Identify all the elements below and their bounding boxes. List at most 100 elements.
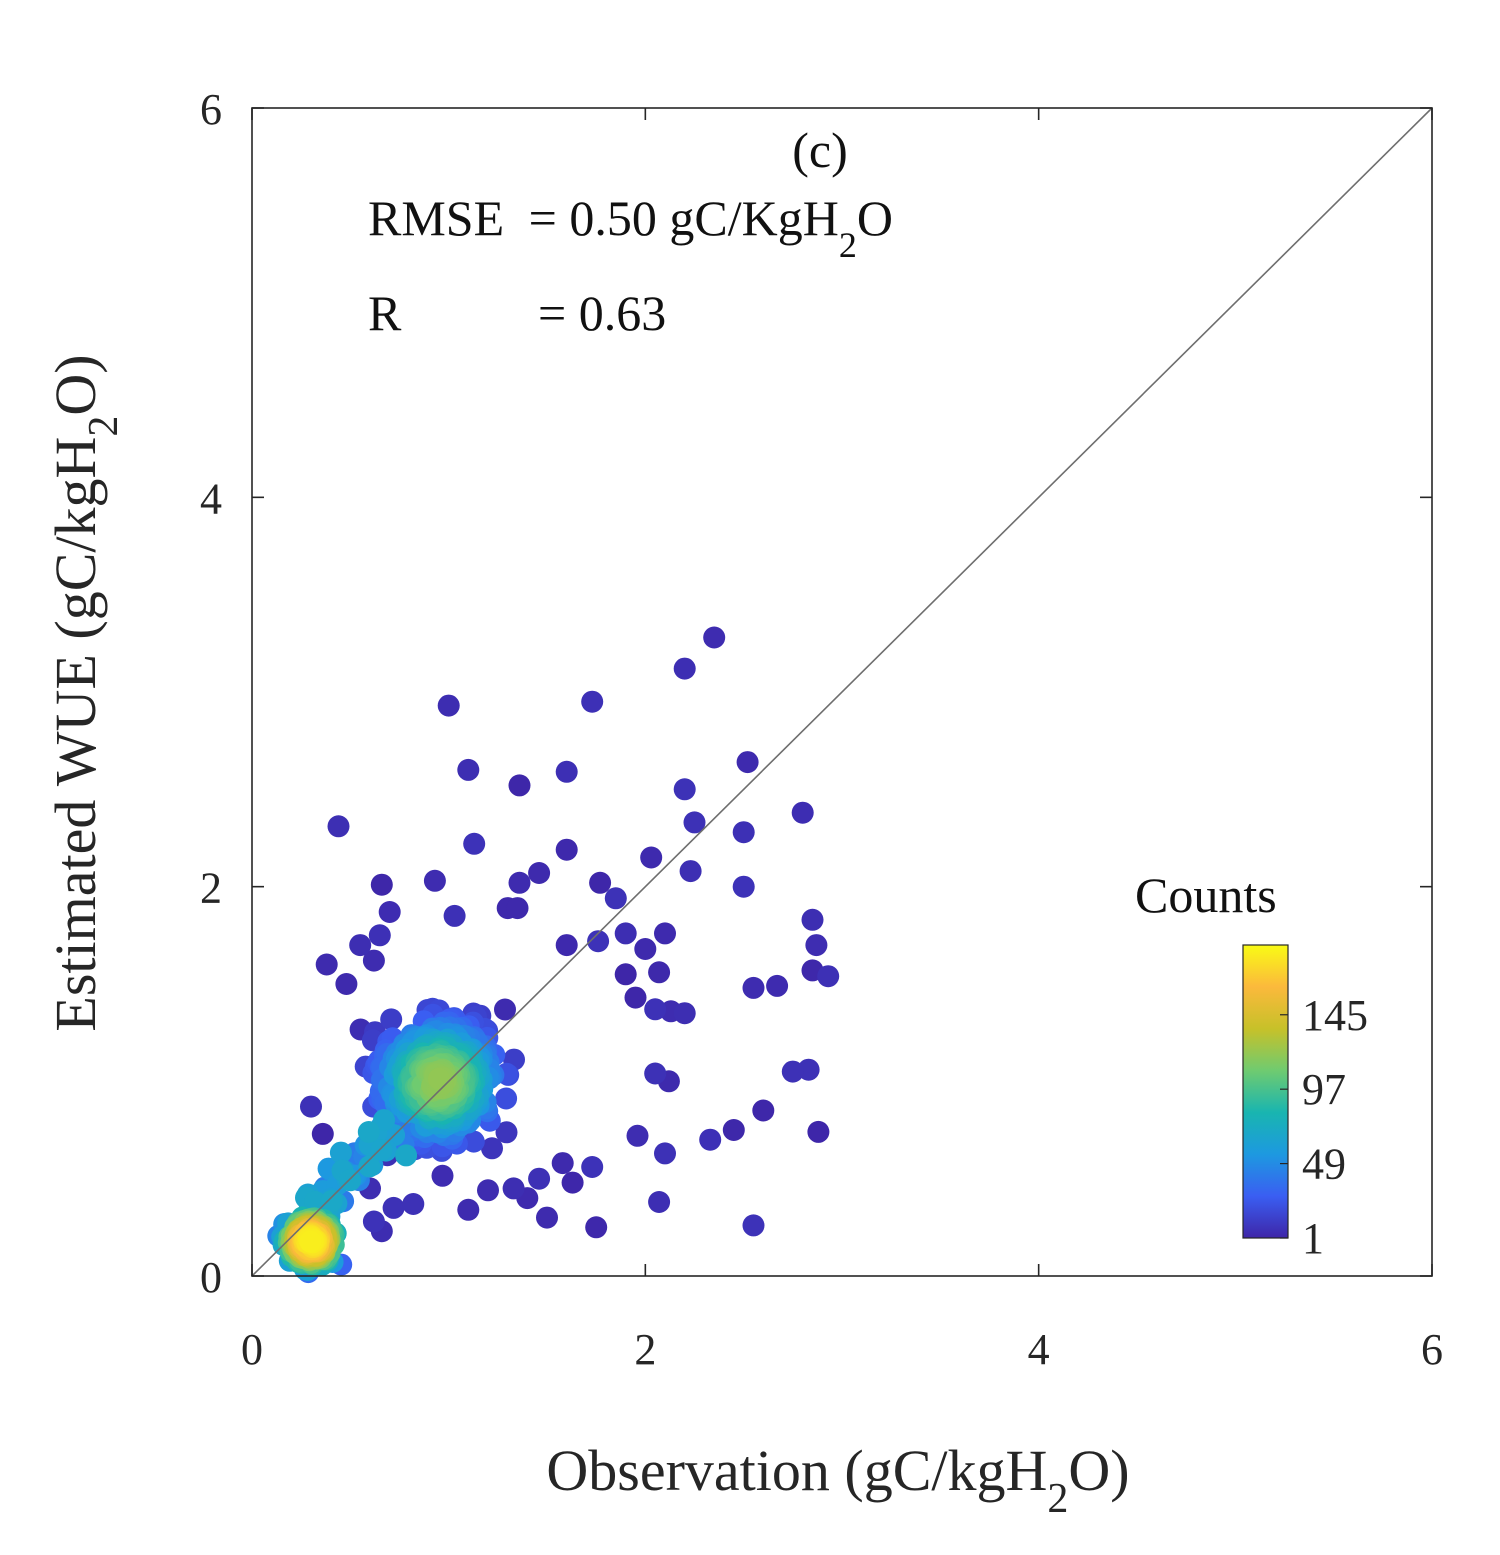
x-tick-label: 2 <box>634 1325 656 1374</box>
x-tick-label: 6 <box>1421 1325 1443 1374</box>
data-point <box>555 838 578 861</box>
data-point <box>395 1144 418 1167</box>
data-point <box>536 1206 558 1229</box>
data-point <box>699 1128 722 1151</box>
data-point <box>614 922 637 945</box>
y-tick-label: 6 <box>200 85 222 134</box>
x-axis-label: Observation (gC/kgH2O) <box>546 1438 1129 1522</box>
data-point <box>370 873 393 896</box>
data-point <box>742 1214 765 1237</box>
data-point <box>626 1124 649 1147</box>
data-point <box>494 998 516 1021</box>
data-point <box>634 938 657 960</box>
y-axis-label: Estimated WUE (gC/kgH2O) <box>43 354 127 1031</box>
rmse-label: RMSE <box>368 190 504 246</box>
r-value: = 0.63 <box>538 285 666 341</box>
colorbar-title: Counts <box>1135 867 1277 923</box>
axes-box <box>251 107 1433 1277</box>
x-axis-label-main: Observation (gC/kgH <box>546 1438 1047 1503</box>
data-point <box>508 774 531 797</box>
data-point <box>624 986 647 1009</box>
data-point <box>311 1122 334 1145</box>
data-point <box>339 1169 362 1192</box>
data-point <box>640 846 663 869</box>
data-point <box>357 1121 380 1143</box>
data-point <box>382 1196 405 1219</box>
panel-label: (c) <box>792 122 848 178</box>
data-point <box>502 1177 525 1200</box>
r-label: R <box>368 285 402 341</box>
x-tick-label: 4 <box>1028 1325 1050 1374</box>
data-point <box>781 1060 804 1083</box>
data-point <box>673 1002 696 1025</box>
data-point <box>477 1179 499 1202</box>
y-tick-label: 4 <box>200 474 222 523</box>
x-axis-label-sub: 2 <box>1047 1476 1068 1522</box>
data-point <box>327 815 350 838</box>
ticks-layer: 0 2 4 6 0 2 4 6 <box>200 85 1443 1374</box>
data-point <box>644 1062 667 1085</box>
colorbar-tick-label: 1 <box>1302 1214 1324 1263</box>
data-point <box>679 860 702 883</box>
data-point <box>462 1130 485 1153</box>
data-point <box>581 1156 604 1178</box>
data-point <box>368 924 391 947</box>
data-point <box>766 974 789 997</box>
data-point <box>437 694 460 717</box>
data-point <box>736 751 759 774</box>
y-axis-label-sub: 2 <box>81 416 127 437</box>
data-point <box>362 949 385 972</box>
y-axis-label-tail: O) <box>43 354 108 415</box>
data-point <box>481 1137 503 1160</box>
data-point <box>335 973 358 995</box>
data-point <box>585 1216 608 1239</box>
data-point <box>732 821 755 844</box>
data-point <box>378 901 401 923</box>
data-point <box>589 871 612 894</box>
one-to-one-line <box>251 107 1433 1277</box>
data-point <box>362 1210 385 1233</box>
data-point <box>654 1142 676 1165</box>
colorbar-tick-label: 145 <box>1302 991 1368 1040</box>
data-point <box>300 1095 322 1118</box>
data-point <box>587 930 610 953</box>
data-point <box>508 871 531 894</box>
data-point <box>528 862 551 884</box>
x-axis-label-tail: O) <box>1068 1438 1129 1503</box>
data-point <box>801 908 824 931</box>
colorbar-tick-label: 49 <box>1302 1140 1346 1189</box>
data-point <box>457 1198 480 1221</box>
data-point <box>431 1164 454 1187</box>
colorbar-tick-label: 97 <box>1302 1065 1346 1114</box>
data-point <box>722 1119 745 1141</box>
rmse-value: = 0.50 gC/KgH <box>529 190 839 246</box>
data-point <box>373 1109 395 1132</box>
data-point <box>732 875 755 898</box>
data-point <box>805 934 828 957</box>
rmse-subscript: 2 <box>839 225 857 265</box>
data-point <box>791 801 814 824</box>
data-point <box>561 1171 584 1194</box>
colorbar <box>1242 944 1289 1239</box>
data-point <box>495 1087 518 1110</box>
colorbar-ticks: 1 49 97 145 <box>1280 991 1368 1263</box>
data-point <box>673 657 696 680</box>
data-point <box>495 1121 518 1144</box>
y-axis-label-main: Estimated WUE (gC/kgH <box>43 437 108 1032</box>
y-tick-label: 0 <box>200 1253 222 1302</box>
data-point <box>604 887 627 910</box>
data-point <box>443 904 466 927</box>
data-point <box>703 626 726 649</box>
data-point <box>614 963 637 986</box>
data-point <box>817 965 840 988</box>
x-tick-label: 0 <box>241 1325 263 1374</box>
data-point <box>380 1008 403 1031</box>
data-point <box>654 922 676 945</box>
points-layer <box>267 626 840 1284</box>
data-point <box>370 1139 393 1161</box>
data-point <box>581 690 604 713</box>
data-point <box>648 1191 671 1213</box>
data-point <box>742 976 765 999</box>
data-point <box>329 1141 352 1164</box>
